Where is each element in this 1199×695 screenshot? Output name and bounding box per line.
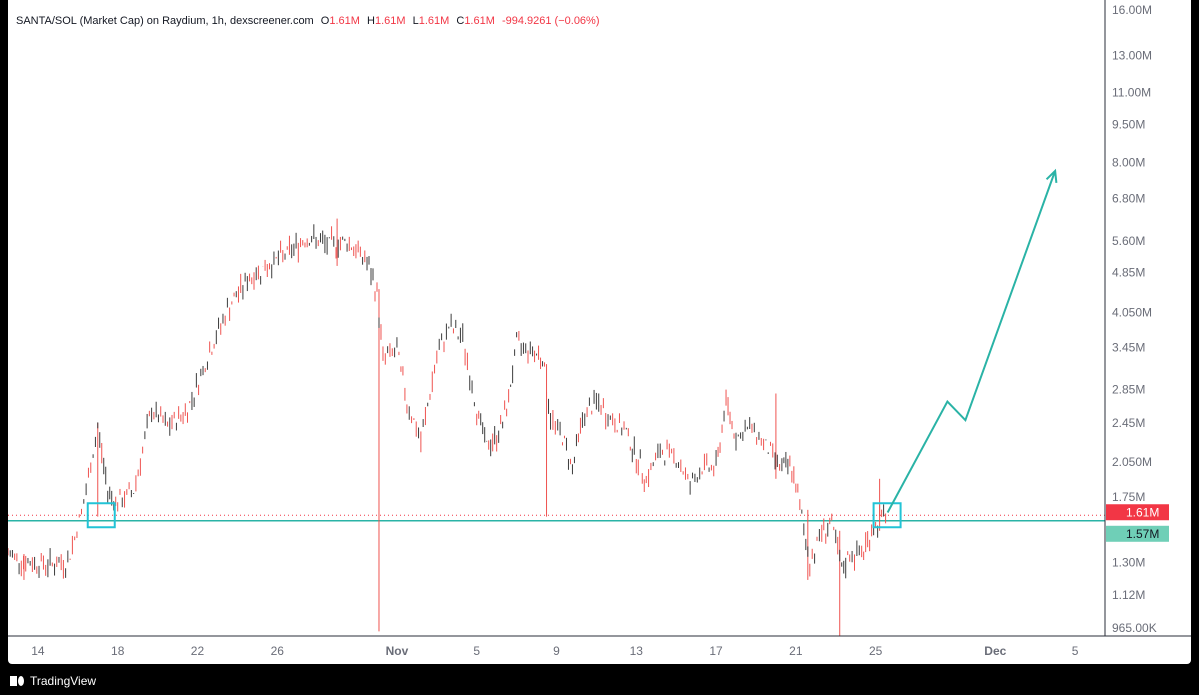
brand-name: TradingView: [30, 674, 97, 688]
x-tick-label: 21: [789, 644, 803, 658]
change-value: -994.9261 (−0.06%): [501, 15, 600, 27]
x-tick-label: 18: [111, 644, 125, 658]
x-tick-label: 14: [31, 644, 45, 658]
projection-arrowhead: [1045, 168, 1058, 183]
tradingview-logo-icon: [10, 676, 24, 686]
y-tick-label: 8.00M: [1112, 156, 1145, 170]
y-tick-label: 11.00M: [1112, 85, 1151, 99]
last-price-label: 1.61M: [1126, 505, 1159, 519]
open-value: 1.61M: [329, 15, 360, 27]
y-tick-label: 1.12M: [1112, 588, 1145, 602]
support-price-label: 1.57M: [1126, 527, 1159, 541]
y-tick-label: 9.50M: [1112, 118, 1145, 132]
entry-box-right: [872, 502, 902, 529]
x-tick-label: 9: [553, 644, 560, 658]
y-tick-label: 1.75M: [1112, 490, 1145, 504]
high-value: 1.61M: [374, 15, 406, 27]
low-label: L: [412, 15, 419, 27]
x-tick-label: 26: [271, 644, 285, 658]
x-tick-label: 22: [191, 644, 205, 658]
x-tick-label: 17: [709, 644, 723, 658]
symbol-title: SANTA/SOL (Market Cap) on Raydium, 1h, d…: [16, 15, 314, 27]
y-tick-label: 3.45M: [1112, 341, 1145, 355]
x-tick-label: 5: [1072, 644, 1079, 658]
y-tick-label: 4.050M: [1112, 305, 1152, 319]
x-tick-label: 13: [630, 644, 644, 658]
support-price-badge: [1106, 525, 1169, 542]
y-tick-label: 965.00K: [1112, 621, 1157, 635]
last-price-badge: [1106, 504, 1169, 521]
chart-legend: SANTA/SOL (Market Cap) on Raydium, 1h, d…: [16, 15, 600, 27]
low-value: 1.61M: [418, 15, 450, 27]
x-tick-label: 5: [473, 644, 480, 658]
high-label: H: [367, 15, 375, 27]
close-label: C: [456, 15, 465, 27]
y-tick-label: 5.60M: [1112, 234, 1145, 248]
y-tick-label: 13.00M: [1112, 49, 1152, 63]
x-tick-label: Dec: [984, 644, 1006, 658]
y-tick-label: 1.30M: [1112, 555, 1145, 569]
y-tick-label: 6.80M: [1112, 191, 1145, 205]
x-tick-label: 25: [869, 644, 883, 658]
entry-box-left: [86, 502, 116, 529]
y-tick-label: 16.00M: [1112, 3, 1152, 17]
projection-path: [886, 170, 1057, 513]
open-label: O: [320, 15, 330, 27]
close-value: 1.61M: [464, 15, 495, 27]
x-tick-label: Nov: [386, 644, 409, 658]
y-tick-label: 2.050M: [1112, 455, 1152, 469]
y-tick-label: 2.85M: [1112, 383, 1145, 397]
price-chart[interactable]: 16.00M 13.00M 11.00M 9.50M 8.00M 6.80M 5.60M 4.…: [8, 0, 1191, 664]
y-tick-label: 2.45M: [1112, 416, 1145, 430]
y-tick-label: 4.85M: [1112, 266, 1145, 280]
tradingview-footer[interactable]: TradingView: [10, 672, 96, 690]
chart-panel[interactable]: 16.00M 13.00M 11.00M 9.50M 8.00M 6.80M 5.60M 4.…: [8, 0, 1191, 664]
